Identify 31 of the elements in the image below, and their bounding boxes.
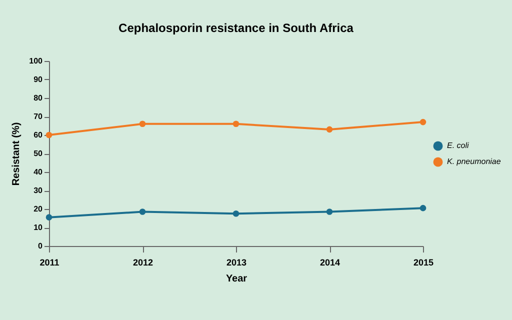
point: [139, 120, 146, 128]
y-tick-label: 100: [29, 56, 44, 66]
point: [139, 208, 146, 215]
point: [232, 120, 240, 128]
point: [232, 210, 240, 217]
y-tick-label: 0: [38, 242, 44, 250]
legend-label: K. pneumoniae: [447, 157, 502, 166]
chart-title: Cephalosporin resistance in South Africa: [118, 21, 354, 35]
legend-label: E. coli: [447, 141, 470, 150]
y-tick-label: 50: [34, 149, 44, 158]
point: [420, 204, 426, 212]
y-tick-label: 60: [34, 130, 44, 140]
x-tick-label: 2015: [413, 258, 434, 268]
point: [326, 126, 333, 133]
y-tick-label: 10: [34, 223, 44, 232]
point: [420, 118, 426, 126]
y-tick-label: 40: [34, 168, 44, 176]
point: [326, 208, 333, 215]
y-axis-title: Resistant (%): [11, 122, 22, 186]
x-tick-label: 2014: [320, 258, 340, 268]
y-tick-label: 80: [34, 94, 44, 102]
x-tick-label: 2011: [40, 258, 60, 268]
point: [46, 132, 52, 138]
x-tick-label: 2013: [226, 258, 247, 268]
y-tick-label: 30: [34, 186, 44, 195]
y-tick-label: 20: [34, 204, 44, 214]
y-tick-label: 70: [34, 112, 44, 121]
x-tick-label: 2012: [132, 258, 154, 268]
point: [46, 214, 52, 220]
y-tick-label: 90: [34, 75, 44, 84]
x-axis-title: Year: [226, 274, 248, 284]
